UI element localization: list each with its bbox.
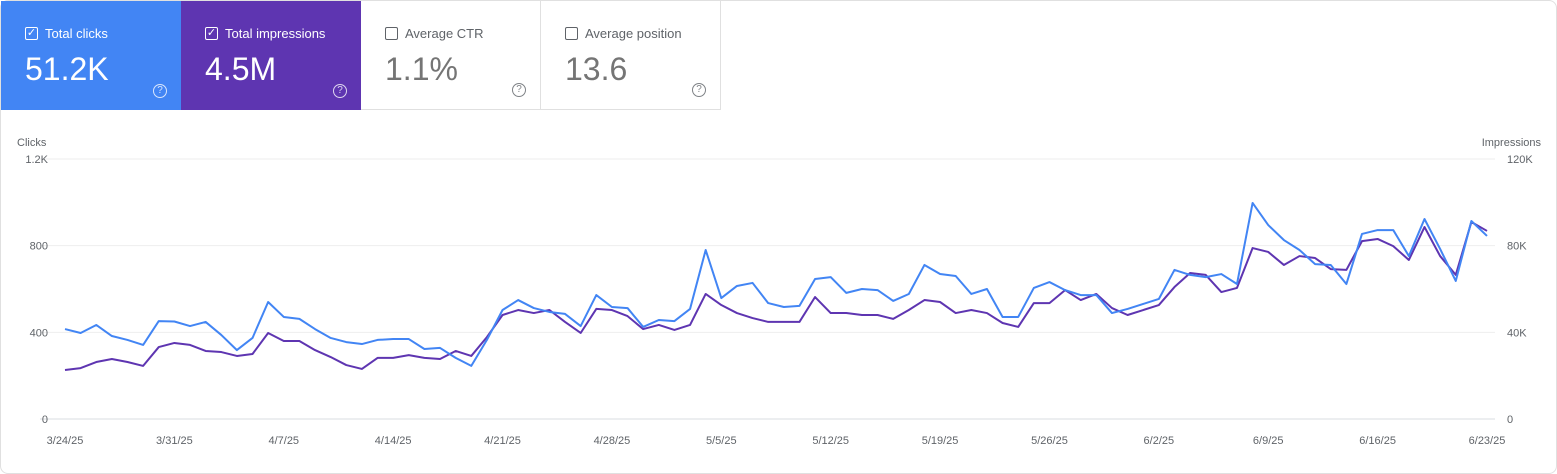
left-tick-label: 800 (30, 241, 48, 253)
series-line-clicks (64, 201, 1488, 367)
checkbox-checked-icon[interactable]: ✓ (25, 27, 38, 40)
card-label: Average position (585, 26, 682, 41)
x-tick-label: 5/19/25 (922, 435, 959, 447)
card-total-clicks[interactable]: ✓ Total clicks 51.2K ? (1, 1, 181, 110)
card-total-impressions[interactable]: ✓ Total impressions 4.5M ? (181, 1, 361, 110)
card-value: 13.6 (565, 51, 628, 87)
x-tick-label: 3/31/25 (156, 435, 193, 447)
x-tick-label: 4/28/25 (594, 435, 631, 447)
card-label: Total impressions (225, 26, 326, 41)
x-tick-label: 5/12/25 (812, 435, 849, 447)
x-tick-label: 4/21/25 (484, 435, 521, 447)
x-tick-label: 6/23/25 (1469, 435, 1506, 447)
right-tick-label: 120K (1507, 154, 1533, 166)
right-axis-label: Impressions (1482, 137, 1542, 149)
help-icon[interactable]: ? (333, 84, 347, 98)
left-axis-label: Clicks (17, 137, 47, 149)
x-tick-label: 6/16/25 (1359, 435, 1396, 447)
x-tick-label: 6/2/25 (1144, 435, 1175, 447)
card-value: 1.1% (385, 51, 458, 87)
x-tick-label: 4/7/25 (268, 435, 299, 447)
left-tick-label: 1.2K (25, 154, 48, 166)
card-average-ctr[interactable]: Average CTR 1.1% ? (361, 1, 541, 110)
card-value: 4.5M (205, 51, 277, 87)
card-value: 51.2K (25, 51, 109, 87)
help-icon[interactable]: ? (512, 83, 526, 97)
help-icon[interactable]: ? (153, 84, 167, 98)
x-tick-label: 4/14/25 (375, 435, 412, 447)
x-tick-label: 6/9/25 (1253, 435, 1284, 447)
metric-cards: ✓ Total clicks 51.2K ? ✓ Total impressio… (1, 1, 721, 110)
x-tick-label: 3/24/25 (47, 435, 84, 447)
right-tick-label: 80K (1507, 241, 1527, 253)
left-tick-label: 400 (30, 327, 48, 339)
right-tick-label: 40K (1507, 327, 1527, 339)
card-label: Total clicks (45, 26, 108, 41)
card-label: Average CTR (405, 26, 484, 41)
checkbox-checked-icon[interactable]: ✓ (205, 27, 218, 40)
series-line-impressions (64, 221, 1488, 372)
x-tick-label: 5/26/25 (1031, 435, 1068, 447)
right-tick-label: 0 (1507, 414, 1513, 426)
card-average-position[interactable]: Average position 13.6 ? (541, 1, 721, 110)
checkbox-unchecked-icon[interactable] (385, 27, 398, 40)
checkbox-unchecked-icon[interactable] (565, 27, 578, 40)
left-tick-label: 0 (42, 414, 48, 426)
help-icon[interactable]: ? (692, 83, 706, 97)
x-tick-label: 5/5/25 (706, 435, 737, 447)
